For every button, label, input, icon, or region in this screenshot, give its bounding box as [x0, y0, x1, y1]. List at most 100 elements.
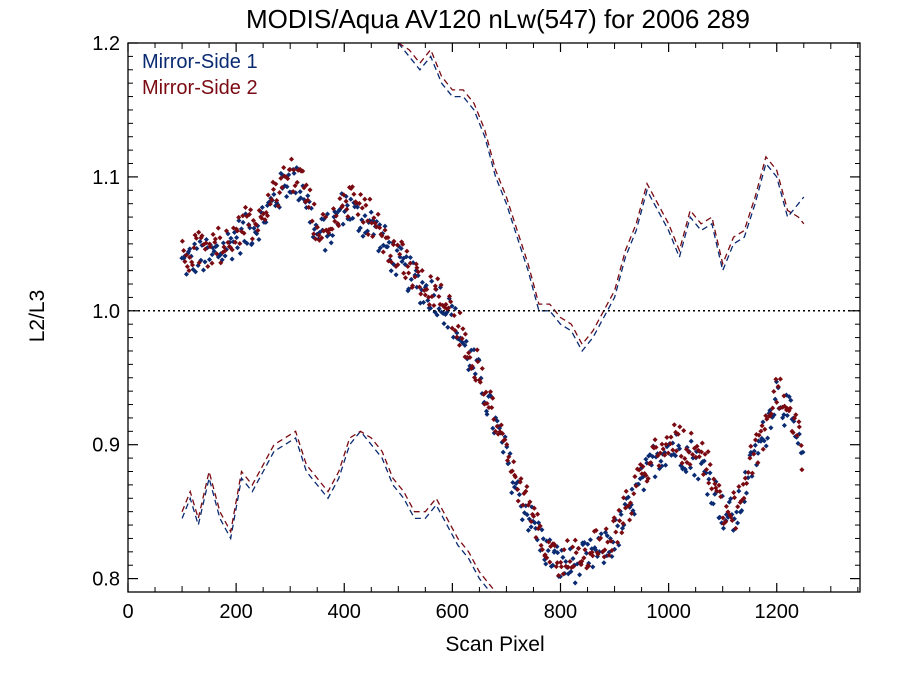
data-point [620, 520, 626, 527]
data-point [267, 201, 273, 207]
data-point [714, 488, 720, 494]
scatter-points [179, 156, 806, 586]
data-point [606, 552, 612, 558]
data-point [479, 365, 485, 372]
data-point [449, 303, 455, 309]
data-point [183, 252, 189, 258]
data-point [788, 397, 794, 403]
data-point [553, 564, 559, 570]
data-point [731, 495, 738, 501]
data-point [455, 323, 461, 329]
data-point [343, 198, 349, 204]
data-point [621, 495, 627, 501]
data-point [196, 260, 202, 266]
data-point [405, 263, 411, 270]
data-point [220, 240, 226, 246]
data-point [699, 440, 705, 446]
data-point [217, 235, 223, 241]
data-point [796, 419, 802, 425]
data-point [277, 190, 283, 196]
data-point [576, 545, 582, 551]
data-point [211, 248, 217, 254]
data-point [448, 299, 454, 305]
data-point [687, 461, 693, 468]
data-point [595, 551, 601, 557]
data-point [794, 432, 800, 438]
data-point [240, 219, 246, 225]
data-point [237, 241, 243, 247]
data-point [207, 244, 213, 250]
data-point [467, 354, 473, 360]
data-point [202, 246, 208, 252]
data-point [413, 261, 419, 267]
data-point [270, 186, 277, 192]
data-point [246, 222, 252, 228]
data-point [330, 206, 337, 212]
data-point [500, 449, 506, 455]
data-point [209, 252, 215, 258]
data-point [723, 503, 729, 509]
data-point [663, 462, 669, 468]
data-point [469, 363, 475, 369]
data-point [504, 442, 510, 448]
data-point [798, 442, 804, 449]
data-point [585, 541, 591, 547]
data-point [407, 260, 413, 266]
data-point [475, 359, 481, 365]
data-point [181, 248, 187, 254]
data-point [322, 247, 328, 253]
data-point [228, 235, 234, 241]
data-point [422, 292, 428, 298]
data-point [328, 240, 334, 246]
data-point [435, 276, 441, 282]
data-point [723, 519, 729, 525]
data-point [781, 393, 787, 399]
legend-mirror-side-1: Mirror-Side 1 [142, 51, 258, 73]
data-point [652, 474, 658, 480]
data-point [360, 233, 366, 239]
data-point [641, 487, 647, 493]
data-point [314, 224, 320, 230]
data-point [242, 204, 249, 210]
data-point [484, 411, 490, 417]
data-point [388, 259, 394, 265]
data-point [384, 244, 391, 250]
data-point [720, 525, 727, 531]
data-point [502, 434, 508, 440]
data-point [365, 218, 371, 224]
data-point [234, 235, 240, 241]
data-point [483, 408, 490, 414]
data-point [236, 218, 242, 224]
data-point [725, 509, 731, 515]
data-point [736, 484, 742, 490]
data-point [616, 507, 622, 513]
data-point [184, 264, 190, 270]
data-point [695, 476, 701, 482]
data-point [477, 379, 483, 385]
data-point [240, 213, 246, 219]
data-point [429, 294, 435, 300]
data-point [729, 517, 735, 524]
data-point [735, 504, 741, 510]
data-point [203, 236, 209, 243]
data-point [632, 474, 638, 480]
data-point [558, 559, 564, 565]
data-point [354, 204, 361, 210]
y-tick-label: 0.8 [92, 569, 120, 591]
data-point [771, 388, 777, 395]
data-point [333, 213, 339, 219]
data-point [586, 563, 592, 569]
data-point [671, 422, 677, 428]
data-point [237, 250, 243, 256]
data-point [262, 217, 268, 223]
data-point [433, 286, 439, 292]
data-point [369, 220, 375, 226]
data-point [229, 247, 235, 253]
data-point [617, 518, 623, 524]
data-point [546, 539, 552, 545]
data-point [486, 404, 492, 411]
x-tick-label: 400 [328, 601, 361, 623]
axis-ticks: 0 200 400 600 800 1000 1200 0.8 0.9 1.0 1.1 1.2 [92, 33, 860, 623]
data-point [459, 336, 465, 342]
data-point [796, 424, 802, 430]
